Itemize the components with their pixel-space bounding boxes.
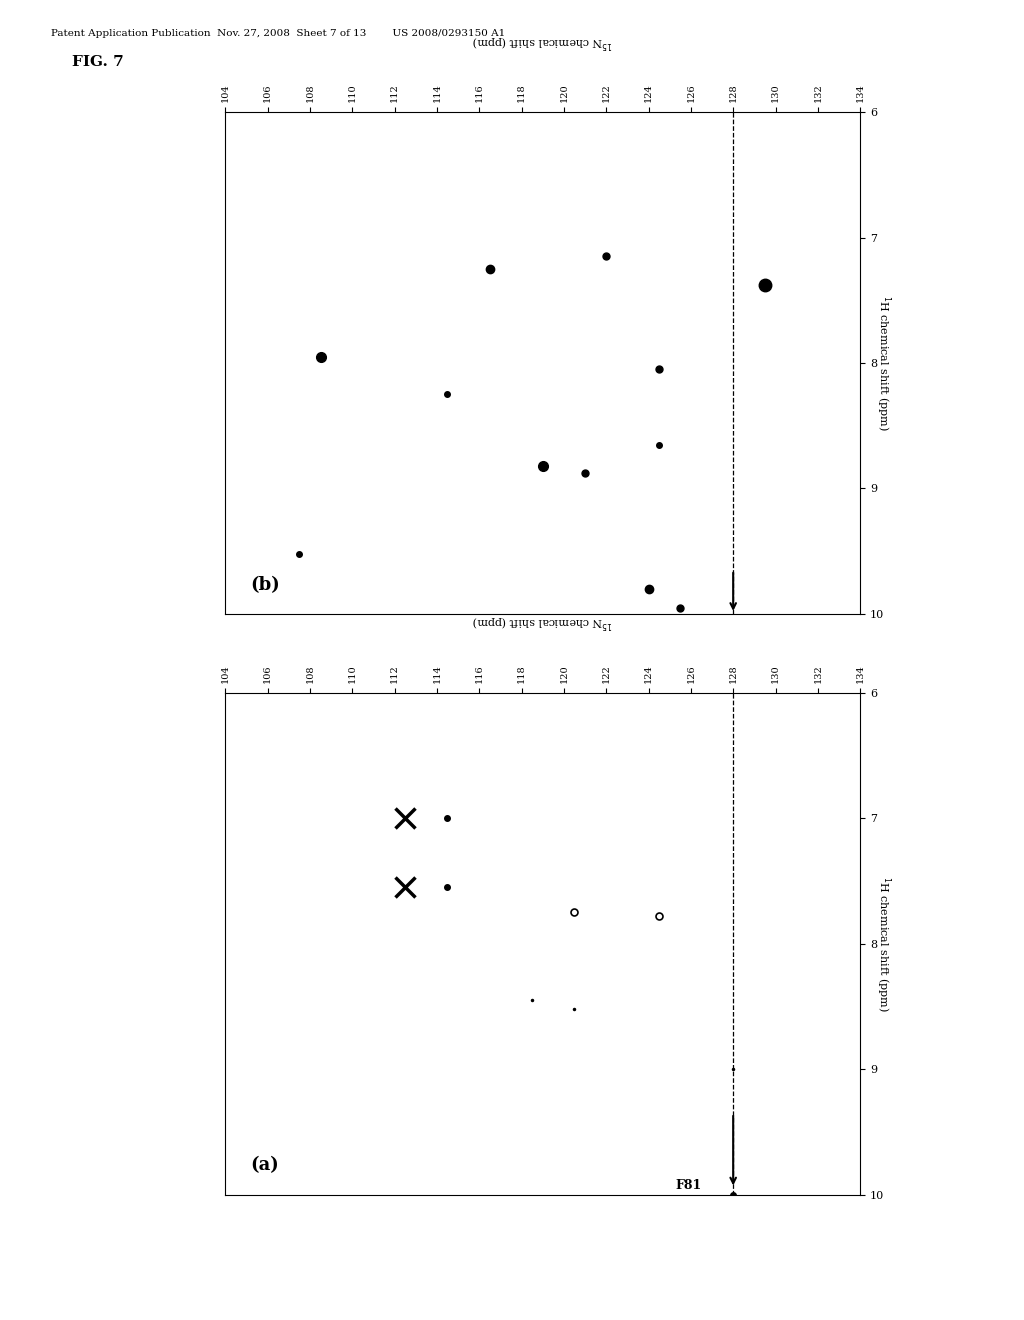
- X-axis label: $^{15}$N chemical shift (ppm): $^{15}$N chemical shift (ppm): [472, 612, 613, 631]
- Text: (b): (b): [251, 576, 281, 594]
- X-axis label: $^{15}$N chemical shift (ppm): $^{15}$N chemical shift (ppm): [472, 32, 613, 50]
- Text: (a): (a): [251, 1156, 280, 1175]
- Text: Patent Application Publication  Nov. 27, 2008  Sheet 7 of 13        US 2008/0293: Patent Application Publication Nov. 27, …: [51, 29, 506, 38]
- Y-axis label: $^{1}$H chemical shift (ppm): $^{1}$H chemical shift (ppm): [873, 296, 893, 430]
- Y-axis label: $^{1}$H chemical shift (ppm): $^{1}$H chemical shift (ppm): [873, 876, 893, 1011]
- Text: FIG. 7: FIG. 7: [72, 55, 124, 70]
- Text: F81: F81: [675, 1179, 701, 1192]
